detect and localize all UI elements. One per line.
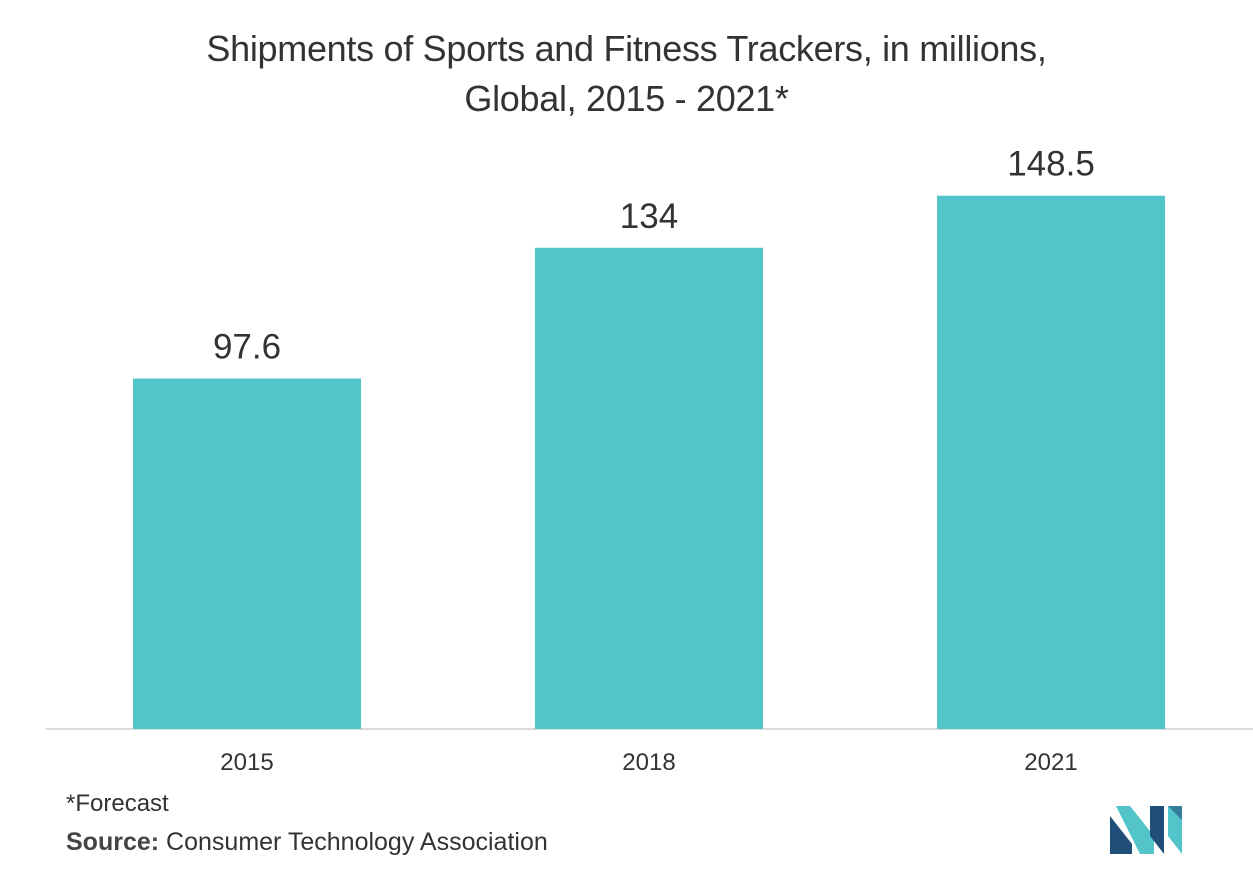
data-label-2021: 148.5	[1007, 145, 1095, 184]
data-label-2018: 134	[620, 197, 678, 236]
source-label: Source:	[66, 828, 160, 856]
mordor-intelligence-logo-icon	[1110, 806, 1182, 854]
x-tick-label-2018: 2018	[622, 749, 675, 776]
source-text: Consumer Technology Association	[166, 828, 548, 856]
logo-right-dark-shape	[1150, 806, 1164, 854]
x-tick-label-2015: 2015	[220, 749, 273, 776]
chart-title-line-1: Shipments of Sports and Fitness Trackers…	[206, 28, 1047, 69]
logo-edge-shape	[1168, 806, 1182, 820]
bar-2021	[937, 195, 1165, 730]
forecast-footnote: *Forecast	[66, 790, 169, 817]
logo-right-light-shape	[1168, 806, 1182, 854]
data-label-2015: 97.6	[213, 328, 281, 367]
chart-title-line-2: Global, 2015 - 2021*	[464, 78, 789, 119]
logo-left-shape	[1110, 816, 1132, 854]
source-line: Source: Consumer Technology Association	[66, 828, 548, 857]
x-tick-label-2021: 2021	[1024, 749, 1077, 776]
logo-mid-shape	[1116, 806, 1154, 854]
chart-title: Shipments of Sports and Fitness Trackers…	[0, 24, 1253, 124]
bar-2018	[535, 247, 763, 729]
bar-2015	[133, 378, 361, 729]
